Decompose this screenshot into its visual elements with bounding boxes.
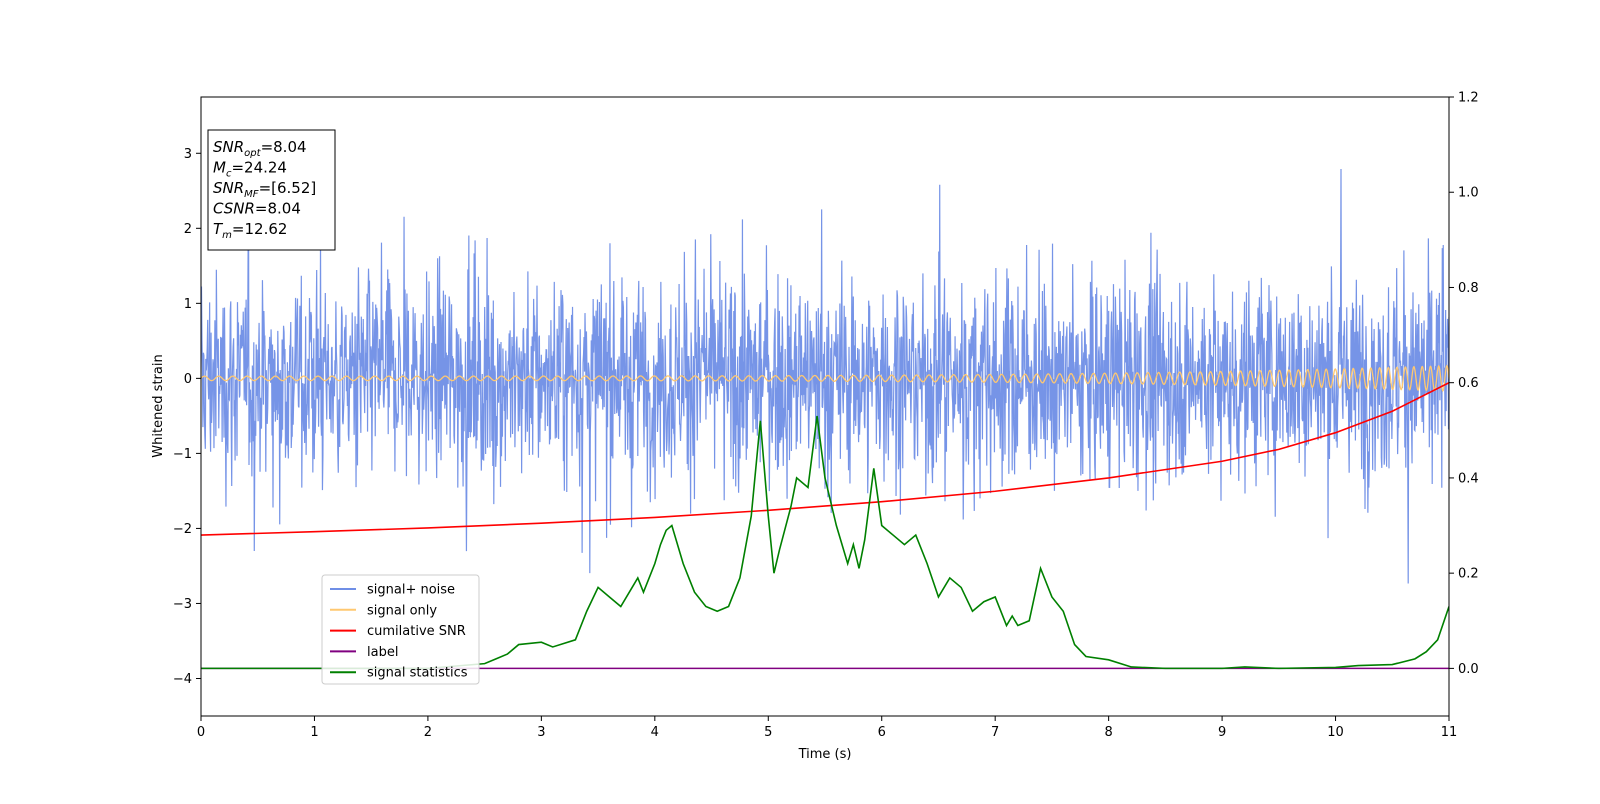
- annotation-value: =8.04: [261, 138, 307, 156]
- y2-tick-label: 0.2: [1458, 567, 1479, 582]
- x-tick-label: 2: [424, 725, 432, 740]
- y2-tick-label: 1.0: [1458, 186, 1479, 201]
- annotation-line: SNRMF=[6.52]: [213, 179, 316, 200]
- legend-label: label: [367, 645, 398, 660]
- y-tick-label: 1: [184, 297, 192, 312]
- y-tick-label: 2: [184, 222, 192, 237]
- x-tick-label: 10: [1327, 725, 1344, 740]
- legend-label: signal only: [367, 603, 437, 618]
- x-tick-label: 9: [1218, 725, 1226, 740]
- series-signal-only-line: [201, 364, 1449, 393]
- x-tick-label: 7: [991, 725, 999, 740]
- annotation-line: CSNR=8.04: [213, 200, 301, 218]
- series-signal-noise-line: [201, 168, 1449, 584]
- y2-tick-label: 0.0: [1458, 662, 1479, 677]
- annotation-value: =8.04: [255, 200, 301, 218]
- x-tick-label: 1: [310, 725, 318, 740]
- annotation-value: =[6.52]: [259, 179, 317, 197]
- y-tick-label: −3: [173, 597, 192, 612]
- x-tick-label: 4: [651, 725, 659, 740]
- y-axis-right: 1.2 1.0 0.8 0.6 0.4 0.2 0.0: [1449, 91, 1479, 677]
- x-tick-label: 8: [1104, 725, 1112, 740]
- y-tick-label: 3: [184, 147, 192, 162]
- plot-frame: [200, 96, 1450, 717]
- y2-tick-label: 1.2: [1458, 91, 1479, 106]
- annotation-box: SNRopt=8.04Mc=24.24SNRMF=[6.52]CSNR=8.04…: [207, 129, 336, 251]
- series-signal-statistics-line: [201, 415, 1449, 670]
- y2-tick-label: 0.4: [1458, 471, 1479, 486]
- y-tick-label: −2: [173, 522, 192, 537]
- x-axis: 0 1 2 3 4 5 6 7 8 9 10 11: [197, 716, 1457, 740]
- annotation-line: Mc=24.24: [213, 159, 287, 180]
- annotation-line: Tm=12.62: [213, 220, 287, 241]
- legend-label: cumilative SNR: [367, 624, 466, 639]
- y2-tick-label: 0.8: [1458, 281, 1479, 296]
- x-axis-label: Time (s): [798, 747, 852, 762]
- y-axis-left: 3 2 1 0 −1 −2 −3 −4: [173, 147, 201, 687]
- legend-label: signal statistics: [367, 666, 468, 681]
- legend-label: signal+ noise: [367, 583, 455, 598]
- y-axis-label: Whitened strain: [151, 354, 166, 457]
- y-tick-label: 0: [184, 372, 192, 387]
- x-tick-label: 5: [764, 725, 772, 740]
- annotation-subscript: MF: [244, 189, 259, 200]
- annotation-line: SNRopt=8.04: [213, 138, 307, 159]
- legend-frame: [321, 574, 480, 685]
- annotation-symbol: CSNR: [213, 200, 255, 218]
- x-tick-label: 3: [537, 725, 545, 740]
- annotation-symbol: M: [213, 159, 226, 177]
- annotation-value: =12.62: [232, 220, 288, 238]
- x-tick-label: 11: [1441, 725, 1458, 740]
- y-tick-label: −4: [173, 672, 192, 687]
- annotation-subscript: opt: [244, 148, 261, 159]
- legend: signal+ noise signal only cumilative SNR la…: [321, 574, 480, 685]
- annotation-subscript: m: [222, 230, 232, 241]
- series-cumulative-snr-line: [201, 381, 1449, 536]
- annotation-value: =24.24: [231, 159, 287, 177]
- annotation-symbol: T: [213, 220, 224, 238]
- x-tick-label: 6: [878, 725, 886, 740]
- annotation-symbol: SNR: [213, 138, 244, 156]
- x-tick-label: 0: [197, 725, 205, 740]
- annotation-subscript: c: [226, 169, 232, 180]
- y-tick-label: −1: [173, 447, 192, 462]
- annotation-symbol: SNR: [213, 179, 244, 197]
- annotation-frame: [207, 129, 336, 251]
- y2-tick-label: 0.6: [1458, 376, 1479, 391]
